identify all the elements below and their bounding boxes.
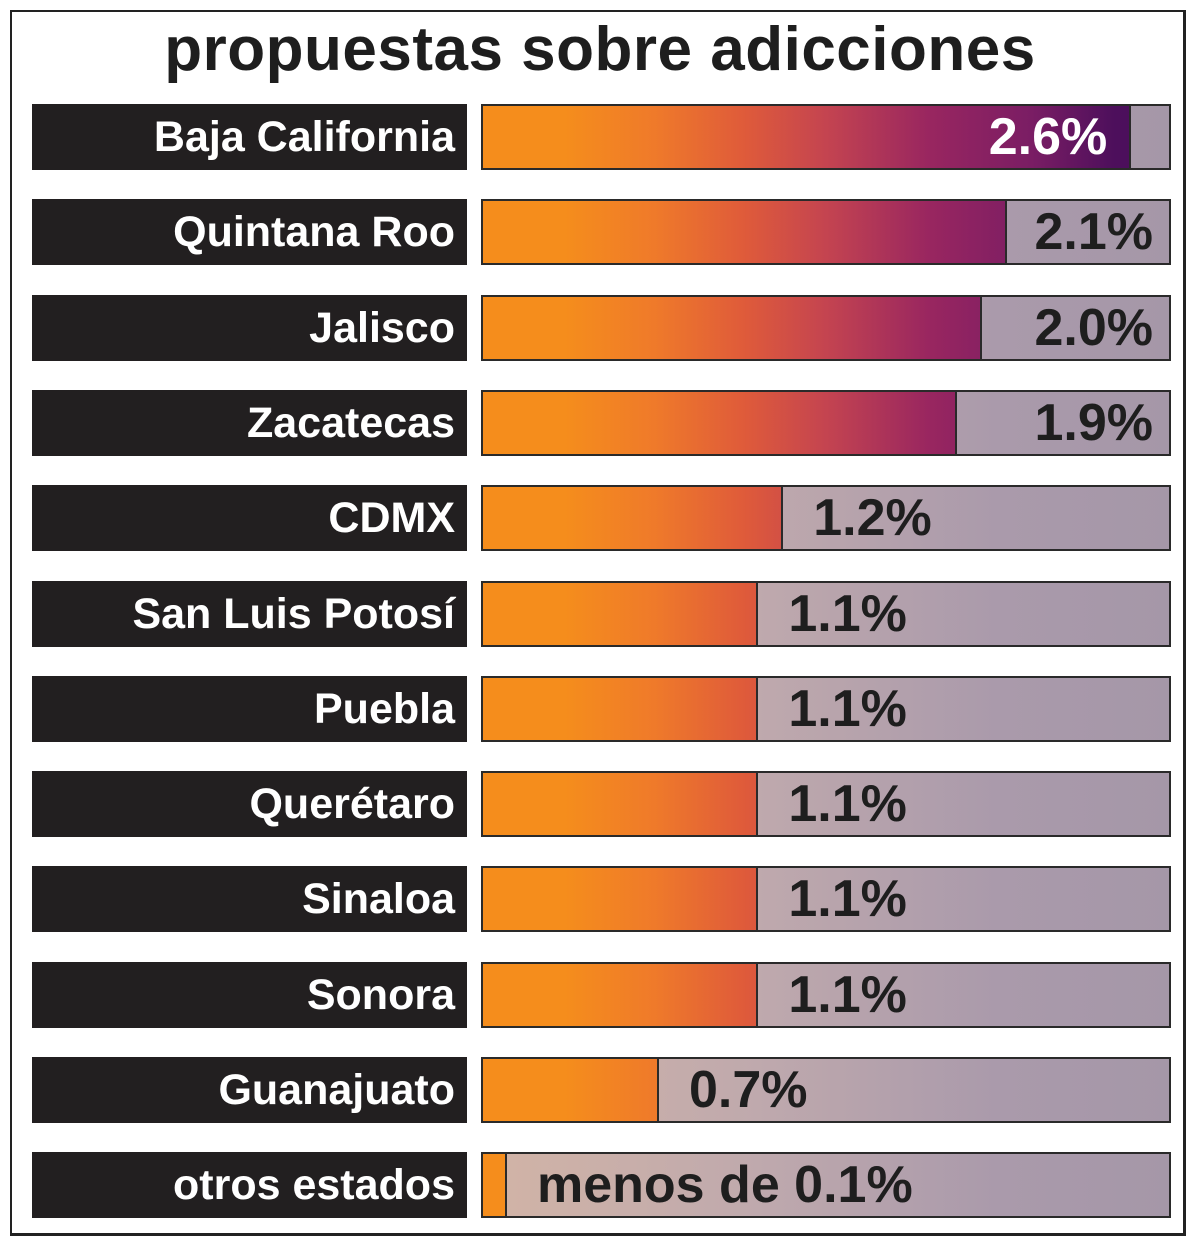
bar-gradient <box>483 582 757 645</box>
data-label: 0.7% <box>688 1061 808 1119</box>
bar <box>483 773 759 836</box>
category-label: Guanajuato <box>32 1057 467 1123</box>
bar-gradient <box>483 487 782 550</box>
data-label: 1.1% <box>788 584 907 643</box>
data-label: 1.1% <box>788 679 907 738</box>
bar-gradient <box>483 1154 505 1217</box>
bar-gradient <box>483 201 1005 264</box>
bar-gradient <box>483 296 981 359</box>
bar-row: Quintana Roo 2.1% <box>0 199 1200 266</box>
bar <box>483 296 983 359</box>
bar-gradient <box>483 391 956 454</box>
bar-row: otros estados menos de 0.1% <box>0 1152 1200 1219</box>
category-label: Querétaro <box>32 771 467 838</box>
bar-row: CDMX 1.2% <box>0 485 1200 552</box>
bar-row: Sonora 1.1% <box>0 961 1200 1028</box>
data-label: 2.1% <box>1034 203 1153 262</box>
category-label: Zacatecas <box>32 389 467 456</box>
bar-gradient <box>483 773 757 836</box>
data-label: 1.1% <box>788 965 907 1024</box>
bar-row: Querétaro 1.1% <box>0 771 1200 838</box>
data-label: 2.0% <box>1034 298 1153 357</box>
category-label: Sinaloa <box>32 866 467 933</box>
bar-track: 1.1% <box>481 961 1171 1028</box>
chart-title: propuestas sobre adicciones <box>164 15 1036 84</box>
bar-row: San Luis Potosí 1.1% <box>0 580 1200 647</box>
bar-gradient <box>483 868 757 931</box>
data-label: 1.9% <box>1034 393 1153 452</box>
category-label: San Luis Potosí <box>32 580 467 647</box>
bar-track: 1.1% <box>481 771 1171 838</box>
bar-gradient <box>483 106 1130 168</box>
bar-track: 0.7% <box>481 1057 1171 1123</box>
bar-row: Guanajuato 0.7% <box>0 1057 1200 1123</box>
category-label: otros estados <box>32 1152 467 1219</box>
bar-track: 2.0% <box>481 294 1171 361</box>
bar <box>483 582 759 645</box>
bar-track: menos de 0.1% <box>481 1152 1171 1219</box>
bar-row: Baja California 2.6% <box>0 104 1200 170</box>
bar-track: 1.1% <box>481 675 1171 742</box>
data-label: 1.1% <box>788 870 907 929</box>
category-label: Quintana Roo <box>32 199 467 266</box>
bar-row: Zacatecas 1.9% <box>0 389 1200 456</box>
bar <box>483 391 958 454</box>
bar <box>483 106 1132 168</box>
bar <box>483 677 759 740</box>
category-label: Puebla <box>32 675 467 742</box>
bar-track: 1.9% <box>481 389 1171 456</box>
data-label: 1.1% <box>788 775 907 834</box>
bar <box>483 201 1007 264</box>
bar-row: Jalisco 2.0% <box>0 294 1200 361</box>
data-label: 1.2% <box>813 489 932 548</box>
chart-frame <box>10 10 1186 1236</box>
category-label: Baja California <box>32 104 467 170</box>
data-label: 2.6% <box>988 108 1108 166</box>
category-label: CDMX <box>32 485 467 552</box>
bar <box>483 487 784 550</box>
bar <box>483 1059 659 1121</box>
bar-gradient <box>483 1059 657 1121</box>
bar-row: Puebla 1.1% <box>0 675 1200 742</box>
data-label: menos de 0.1% <box>537 1156 913 1215</box>
bar-row: Sinaloa 1.1% <box>0 866 1200 933</box>
bar-track: 1.1% <box>481 866 1171 933</box>
bar-track: 2.1% <box>481 199 1171 266</box>
bar-track: 1.2% <box>481 485 1171 552</box>
bar <box>483 868 759 931</box>
bar <box>483 963 759 1026</box>
bar-track: 2.6% <box>481 104 1171 170</box>
category-label: Jalisco <box>32 294 467 361</box>
bar <box>483 1154 507 1217</box>
bar-track: 1.1% <box>481 580 1171 647</box>
bar-gradient <box>483 677 757 740</box>
bar-gradient <box>483 963 757 1026</box>
category-label: Sonora <box>32 961 467 1028</box>
